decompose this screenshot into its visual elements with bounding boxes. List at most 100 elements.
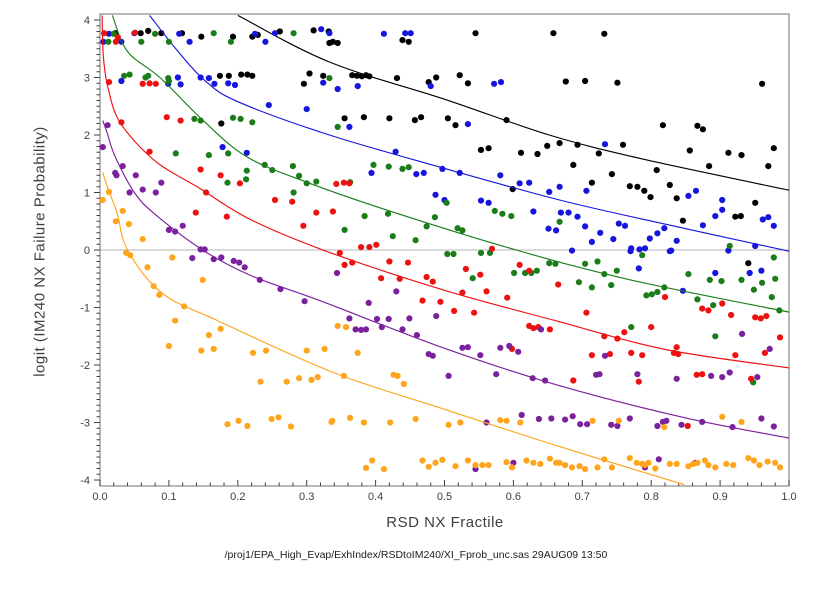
data-point-series-3-green bbox=[726, 242, 733, 250]
data-point-series-5-purple bbox=[277, 286, 284, 293]
data-point-series-2-blue bbox=[251, 30, 259, 37]
data-point-series-1-black bbox=[158, 30, 165, 37]
data-point-series-4-red bbox=[313, 209, 320, 216]
data-point-series-6-orange bbox=[387, 419, 394, 426]
data-point-series-2-blue bbox=[770, 222, 777, 229]
data-point-series-5-purple bbox=[699, 418, 706, 425]
data-point-series-4-red bbox=[606, 351, 614, 358]
data-point-series-5-purple bbox=[518, 411, 525, 419]
data-point-series-5-purple bbox=[654, 422, 661, 430]
data-point-series-1-black bbox=[574, 141, 581, 148]
x-tick-label: 0.6 bbox=[506, 491, 521, 503]
data-point-series-3-green bbox=[710, 302, 717, 309]
data-point-series-1-black bbox=[393, 75, 401, 82]
data-point-series-3-green bbox=[499, 210, 506, 217]
data-point-series-2-blue bbox=[368, 169, 375, 176]
data-point-series-6-orange bbox=[556, 459, 563, 466]
data-point-series-2-blue bbox=[225, 80, 232, 87]
data-point-series-6-orange bbox=[652, 465, 659, 472]
data-point-series-1-black bbox=[534, 150, 541, 158]
data-point-series-1-black bbox=[360, 114, 367, 121]
data-point-series-5-purple bbox=[459, 344, 466, 351]
data-point-series-1-black bbox=[550, 30, 557, 37]
x-tick-label: 0.7 bbox=[575, 491, 590, 503]
data-point-series-6-orange bbox=[125, 221, 132, 228]
data-point-series-5-purple bbox=[537, 326, 545, 333]
data-point-series-3-green bbox=[639, 252, 646, 259]
data-point-series-4-red bbox=[223, 213, 230, 220]
y-tick-label: -1 bbox=[80, 303, 90, 315]
data-point-series-6-orange bbox=[497, 417, 504, 424]
data-point-series-6-orange bbox=[712, 464, 719, 471]
data-point-series-6-orange bbox=[287, 423, 294, 430]
data-point-series-2-blue bbox=[231, 81, 239, 89]
data-point-series-4-red bbox=[300, 222, 307, 229]
footnote-program-path: /proj1/EPA_High_Evap/ExhIndex/RSDtoIM240… bbox=[224, 549, 608, 561]
data-point-series-6-orange bbox=[738, 418, 745, 425]
data-point-series-1-black bbox=[699, 126, 707, 133]
data-point-series-1-black bbox=[517, 149, 525, 156]
data-point-series-5-purple bbox=[333, 269, 341, 277]
data-point-series-3-green bbox=[575, 279, 583, 286]
data-point-series-4-red bbox=[757, 315, 764, 322]
data-point-series-2-blue bbox=[583, 187, 590, 194]
data-point-series-6-orange bbox=[776, 464, 784, 471]
data-point-series-6-orange bbox=[626, 455, 633, 462]
data-point-series-3-green bbox=[303, 180, 310, 187]
data-point-series-1-black bbox=[759, 80, 766, 87]
data-point-series-2-blue bbox=[545, 225, 552, 232]
data-point-series-2-blue bbox=[641, 245, 649, 252]
data-point-series-1-black bbox=[464, 80, 471, 87]
data-point-series-6-orange bbox=[608, 464, 616, 471]
data-point-series-5-purple bbox=[352, 326, 359, 333]
data-point-series-1-black bbox=[544, 142, 551, 149]
data-point-series-6-orange bbox=[321, 345, 328, 352]
data-point-series-5-purple bbox=[152, 189, 159, 196]
data-point-series-2-blue bbox=[118, 77, 125, 85]
data-point-series-4-red bbox=[341, 261, 348, 268]
data-point-series-3-green bbox=[313, 178, 320, 185]
data-point-series-1-black bbox=[634, 183, 641, 190]
data-point-series-6-orange bbox=[217, 325, 224, 332]
data-point-series-4-red bbox=[101, 30, 108, 37]
data-point-series-5-purple bbox=[218, 254, 225, 261]
data-point-series-3-green bbox=[405, 164, 412, 171]
data-point-series-1-black bbox=[732, 213, 739, 220]
data-point-series-6-orange bbox=[756, 462, 763, 469]
data-point-series-3-green bbox=[770, 254, 777, 261]
data-point-series-5-purple bbox=[236, 259, 243, 266]
data-point-series-2-blue bbox=[712, 269, 719, 277]
data-point-series-1-black bbox=[659, 122, 667, 129]
data-point-series-4-red bbox=[423, 273, 430, 281]
data-point-series-2-blue bbox=[100, 38, 107, 45]
data-point-series-2-blue bbox=[635, 265, 642, 272]
data-point-series-6-orange bbox=[772, 459, 779, 466]
x-tick-label: 0.2 bbox=[230, 491, 245, 503]
data-point-series-5-purple bbox=[739, 330, 746, 337]
data-point-series-5-purple bbox=[429, 352, 436, 359]
data-point-series-4-red bbox=[661, 294, 669, 301]
data-point-series-6-orange bbox=[303, 347, 310, 354]
data-point-series-6-orange bbox=[589, 417, 596, 424]
data-point-series-5-purple bbox=[655, 456, 662, 463]
data-point-series-2-blue bbox=[574, 213, 581, 220]
data-point-series-6-orange bbox=[362, 464, 370, 471]
data-point-series-4-red bbox=[349, 259, 356, 266]
data-point-series-4-red bbox=[146, 148, 153, 155]
data-point-series-1-black bbox=[666, 181, 673, 189]
data-point-series-5-purple bbox=[189, 255, 196, 262]
data-point-series-1-black bbox=[444, 115, 451, 122]
data-point-series-6-orange bbox=[156, 291, 163, 298]
data-point-series-4-red bbox=[504, 294, 511, 301]
data-point-series-5-purple bbox=[373, 315, 381, 323]
data-point-series-4-red bbox=[132, 29, 139, 36]
y-tick-label: 2 bbox=[84, 130, 90, 142]
series-5-purple-group bbox=[99, 120, 790, 473]
data-point-series-5-purple bbox=[601, 352, 609, 359]
data-point-series-4-red bbox=[477, 271, 484, 278]
data-point-series-6-orange bbox=[439, 456, 446, 463]
data-point-series-6-orange bbox=[380, 466, 387, 473]
data-point-series-4-red bbox=[583, 309, 590, 316]
x-tick-label: 0.3 bbox=[299, 491, 314, 503]
data-point-series-5-purple bbox=[126, 189, 133, 196]
